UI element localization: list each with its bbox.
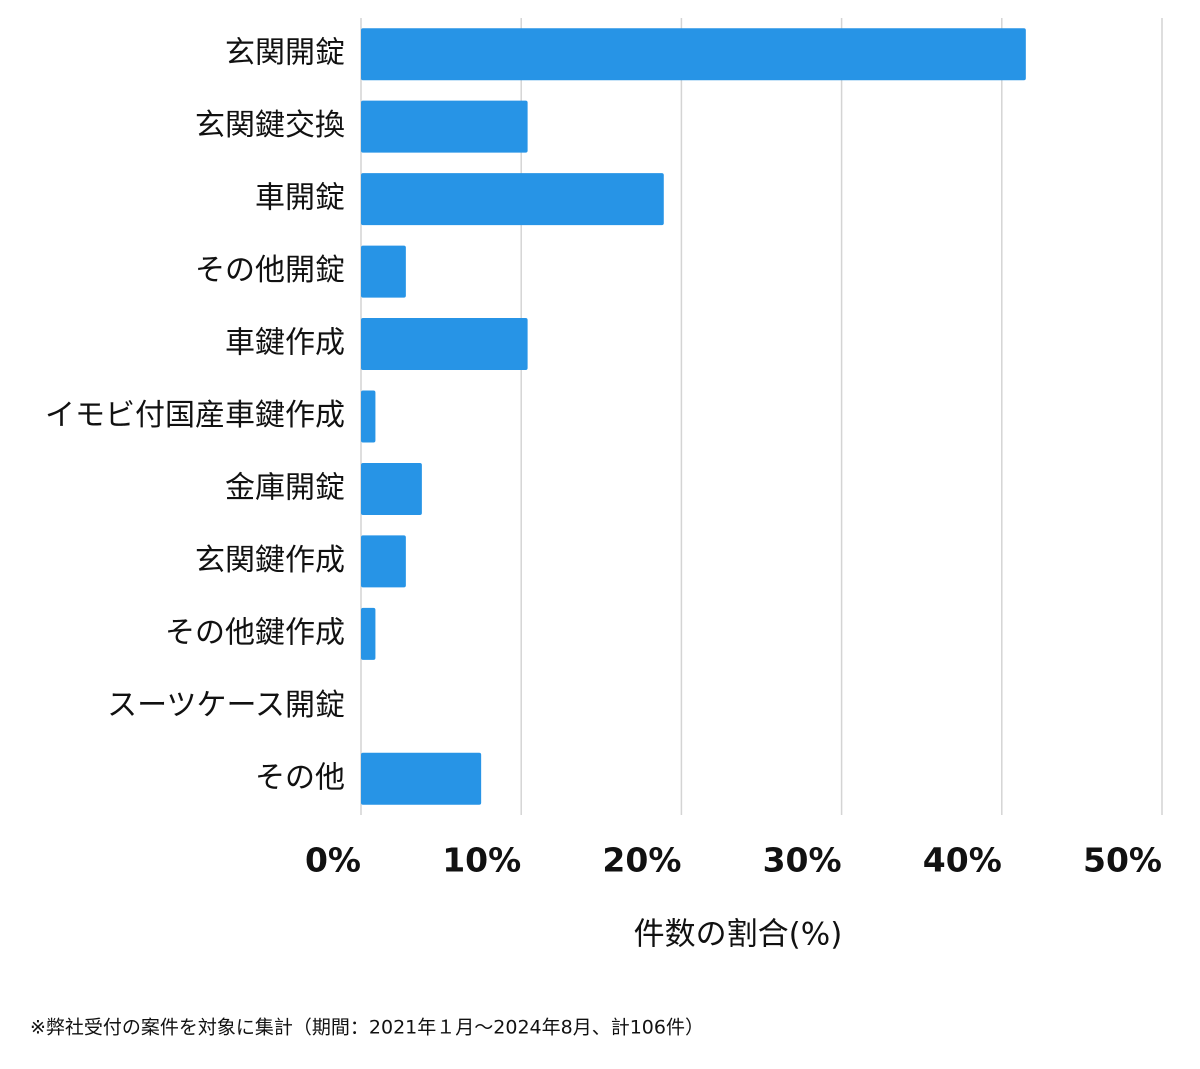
- bar: [361, 318, 528, 371]
- x-tick-label: 10%: [442, 841, 521, 880]
- footnote: ※弊社受付の案件を対象に集計（期間：2021年１月〜2024年8月、計106件）: [30, 1017, 704, 1039]
- x-tick-label: 20%: [602, 841, 681, 880]
- bar: [361, 173, 664, 226]
- bar: [361, 100, 528, 153]
- y-tick-label: その他鍵作成: [165, 615, 345, 650]
- bar: [361, 535, 406, 588]
- bar: [361, 245, 406, 298]
- y-tick-label: 玄関開錠: [225, 36, 345, 71]
- bar: [361, 462, 422, 515]
- y-tick-label: イモビ付国産車鍵作成: [45, 398, 345, 433]
- y-tick-label: その他開錠: [195, 253, 345, 288]
- bar: [361, 390, 376, 443]
- x-tick-label: 30%: [763, 841, 842, 880]
- x-tick-label: 40%: [923, 841, 1002, 880]
- y-tick-label: 車鍵作成: [225, 326, 345, 361]
- y-tick-label: 玄関鍵作成: [195, 543, 345, 578]
- x-tick-label: 50%: [1083, 841, 1162, 880]
- bar: [361, 752, 482, 805]
- x-axis-label: 件数の割合(%): [634, 917, 843, 953]
- bar: [361, 607, 376, 660]
- y-tick-label: 金庫開錠: [225, 470, 345, 505]
- x-tick-label: 0%: [305, 841, 361, 880]
- bar: [361, 28, 1026, 81]
- y-tick-label: 車開錠: [255, 181, 345, 216]
- y-tick-label: その他: [255, 760, 345, 795]
- y-tick-label: 玄関鍵交換: [195, 108, 345, 143]
- y-tick-label: スーツケース開錠: [107, 688, 345, 723]
